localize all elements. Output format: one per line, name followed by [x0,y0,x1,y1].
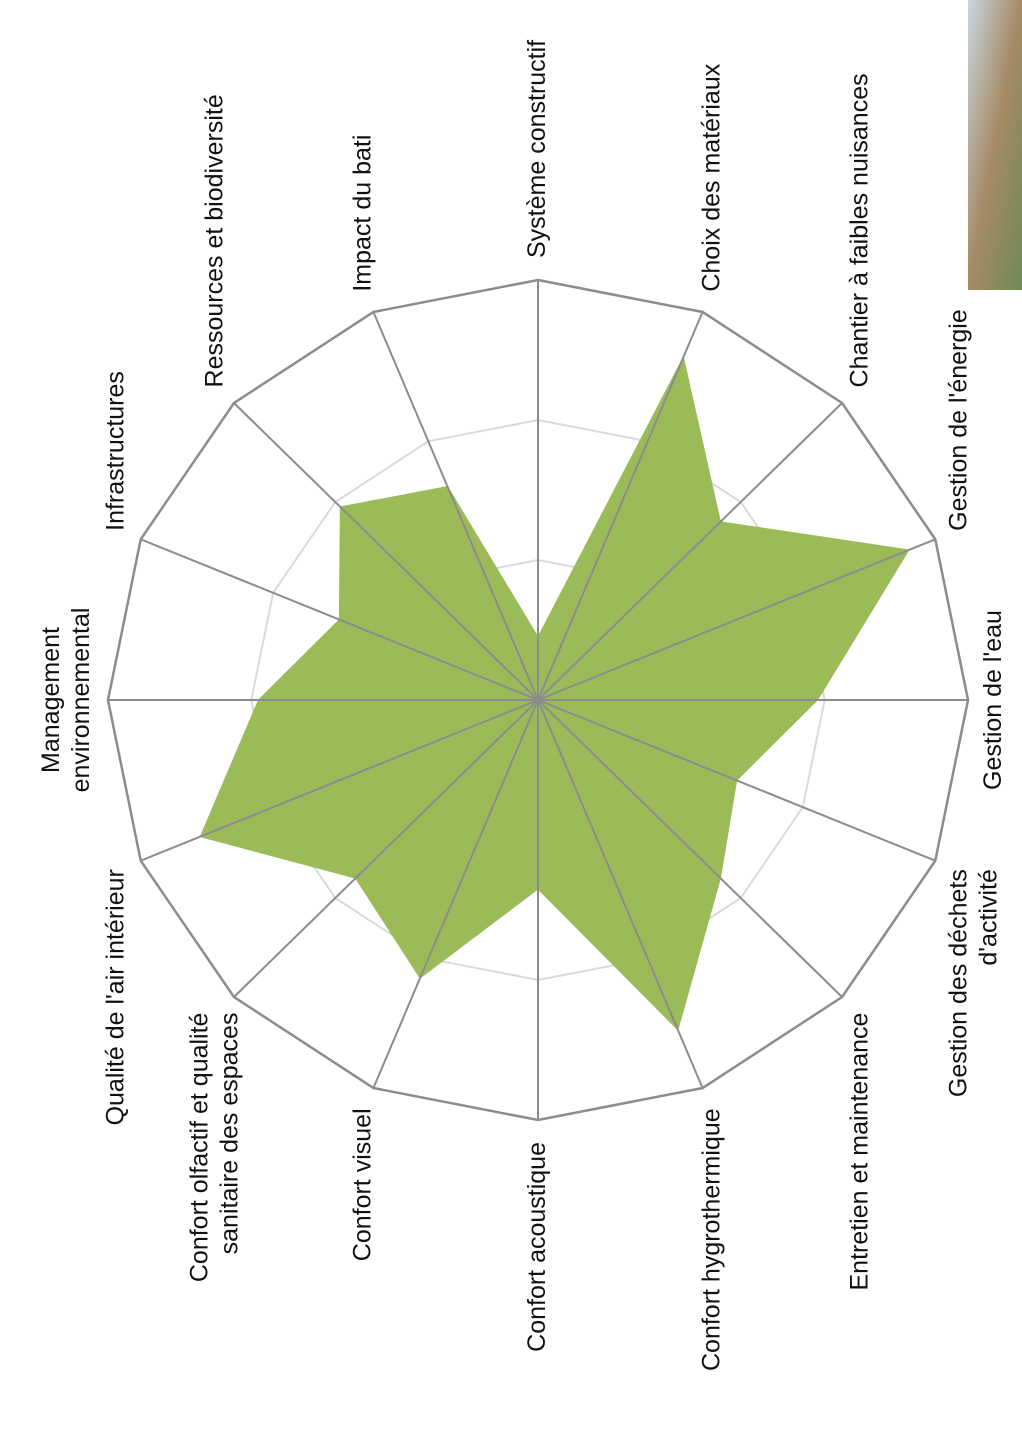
axis-label: Qualité de l'air intérieur [101,869,129,1125]
spoke [537,699,704,1089]
spoke [537,699,843,998]
axis-label: Infrastructures [101,371,129,531]
spoke [140,538,539,701]
spoke [537,538,936,701]
axis-label: Gestion de l'eau [979,610,1007,790]
spoke [537,402,843,701]
spoke [233,699,539,998]
axis-label: Confort olfactif et qualitésanitaire des… [185,1013,243,1283]
axis-label: Managementenvironnemental [37,608,95,793]
spoke [537,311,704,701]
axis-label: Ressources et biodiversité [200,94,228,387]
axis-label: Gestion des déchetsd'activité [944,869,1002,1097]
axis-label: Entretien et maintenance [845,1013,873,1291]
axis-label: Confort hygrothermique [697,1108,725,1371]
hub [533,695,543,705]
spoke [372,699,539,1089]
axis-label: Gestion de l'énergie [944,309,972,531]
spoke [233,402,539,701]
spoke [372,311,539,701]
spoke [537,699,936,862]
photo [968,0,1022,290]
axis-label: Confort acoustique [523,1142,551,1352]
axis-label: Chantier à faibles nuisances [845,73,873,387]
axis-label: Confort visuel [348,1108,376,1261]
axis-label: Système constructif [523,40,551,258]
axis-label: Impact du bati [348,135,376,292]
axis-label: Choix des matériaux [697,63,725,291]
spoke [140,699,539,862]
